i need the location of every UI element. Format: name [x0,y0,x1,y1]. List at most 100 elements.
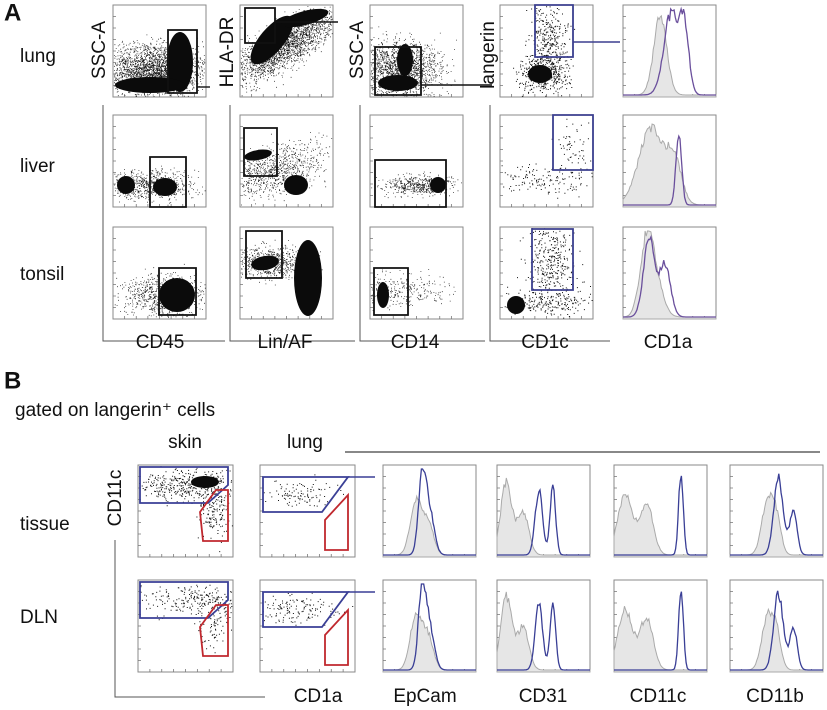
event-density [430,177,446,193]
event-density [294,240,322,316]
gate [324,607,349,666]
plot-frame [499,114,594,208]
event-dots [504,286,593,319]
panel-label: B [4,367,21,394]
histogram-stain [614,475,707,556]
y-axis-label: langerin [478,21,499,89]
frame-ticks [113,126,195,207]
histogram-stain [383,583,476,671]
gate [199,604,229,657]
event-dots [371,269,456,311]
row-label: liver [20,156,56,177]
frame-ticks [500,16,582,97]
y-axis-label: SSC-A [89,21,110,79]
event-density [244,149,272,161]
row-label: DLN [20,607,58,628]
frame-ticks [240,126,322,207]
histogram-stain [623,234,716,318]
gate [552,114,594,171]
frame-ticks [370,126,452,207]
gate [244,7,276,44]
event-dots [114,165,206,206]
plot-frame [137,464,234,558]
y-axis-label: HLA-DR [217,17,238,88]
event-density [378,75,418,91]
x-axis-label: CD11b [746,686,804,707]
event-density [167,32,193,92]
event-density [159,278,195,312]
gate [167,29,198,94]
axis-bracket [114,540,265,698]
event-dots [371,171,462,199]
event-density [250,15,294,65]
gates [139,4,620,666]
x-axis-label: CD31 [519,686,568,707]
gate [374,46,422,96]
gate [534,4,574,58]
histogram-stain [623,134,716,206]
row-label: lung [20,46,56,67]
plot-frame [259,464,356,558]
column-label: lung [287,432,323,453]
x-axis-label: CD1c [521,332,569,353]
event-dots [114,263,206,318]
event-density [528,65,552,83]
event-density [397,44,413,76]
frame-ticks [500,126,582,207]
frame-ticks [113,238,195,319]
event-dots [371,26,457,97]
panel-label: A [4,0,21,26]
gate [243,127,278,177]
gate [262,591,350,628]
axis-bracket [489,105,610,342]
histogram-stain [730,590,823,671]
event-density [117,176,135,194]
event-density [251,255,279,271]
event-dots [262,592,354,626]
plot-frame [259,579,356,673]
event-dots [517,228,585,315]
gate [245,230,283,279]
plot-frame [369,114,464,208]
frames [102,4,824,698]
gate [149,156,187,208]
gate [158,267,197,316]
row-label: tonsil [20,264,64,285]
axis-bracket [229,105,355,342]
gate [139,466,229,504]
y-axis-label: SSC-A [347,21,368,79]
gate [531,228,574,291]
gate [324,492,349,551]
labels: A lung liver tonsil SSC-A HLA-DR SSC-A l… [4,0,820,707]
frame-ticks [500,238,582,319]
plots [114,6,824,673]
histogram-stain [383,468,476,556]
frame-ticks [240,16,322,97]
event-dots [525,6,576,69]
histogram-stain [730,473,823,556]
histogram-stain [623,6,716,96]
axis-bracket [102,105,225,342]
histogram-stain [614,591,707,671]
axis-bracket [359,105,485,342]
event-density [115,77,185,93]
frame-ticks [370,238,452,319]
event-density [377,282,389,308]
gate [374,159,447,208]
x-axis-label: Lin/AF [258,332,313,353]
column-label: skin [168,432,202,453]
gate [139,581,229,619]
event-density [507,296,525,314]
x-axis-label: CD14 [391,332,440,353]
y-axis-label: CD11c [105,470,126,527]
row-label: tissue [20,514,70,535]
x-axis-label: CD1a [294,686,343,707]
gate [373,267,409,316]
histogram-stain [497,602,590,671]
x-axis-label: CD11c [630,686,687,707]
event-density [153,178,177,196]
frame-ticks [260,476,344,557]
x-axis-label: CD1a [644,332,693,353]
x-axis-label: CD45 [136,332,185,353]
